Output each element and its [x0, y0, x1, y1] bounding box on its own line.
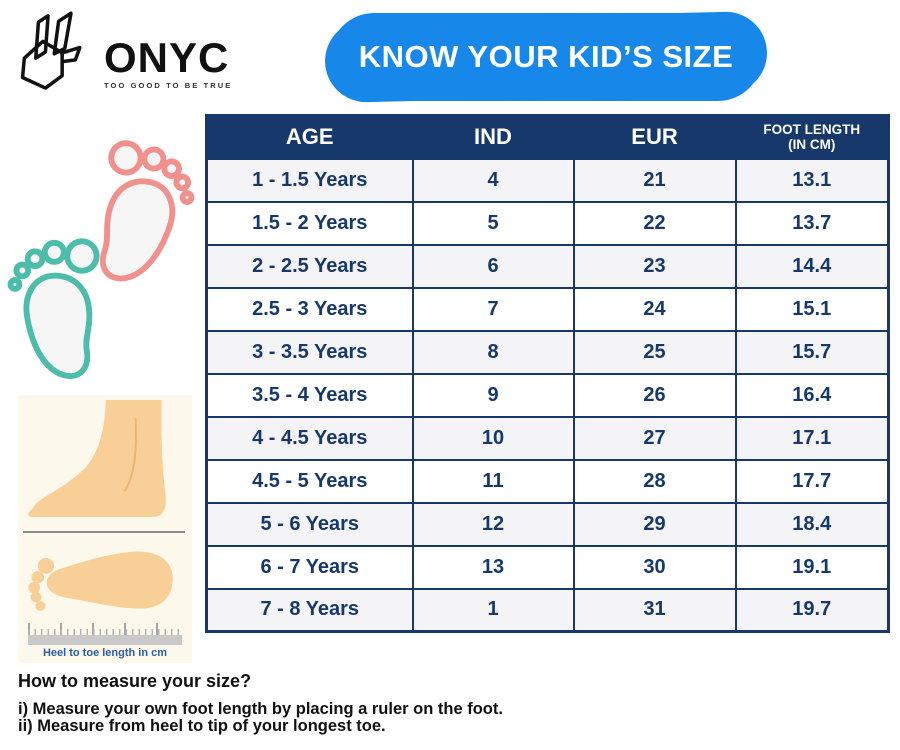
table-row: 7 - 8 Years 1 31 19.7 [205, 587, 890, 633]
cell-ind: 12 [411, 501, 575, 547]
ground-line [23, 531, 185, 533]
cell-age: 3.5 - 4 Years [205, 372, 414, 418]
foot-measure-illustration: Heel to toe length in cm [18, 395, 192, 663]
cell-foot_length_cm: 19.7 [734, 587, 890, 633]
cell-ind: 6 [411, 243, 575, 289]
brand-tagline: TOO GOOD TO BE TRUE [104, 81, 233, 90]
cell-foot_length_cm: 19.1 [734, 544, 890, 590]
table-row: 3.5 - 4 Years 9 26 16.4 [205, 372, 890, 418]
measurement-instructions: How to measure your size? i) Measure you… [18, 671, 503, 735]
brand-name: ONYC [104, 34, 230, 81]
cell-eur: 26 [572, 372, 737, 418]
cell-ind: 5 [411, 200, 575, 246]
size-table: AGE IND EUR FOOT LENGTH (IN CM) 1 - 1.5 … [205, 114, 890, 633]
cell-eur: 27 [572, 415, 737, 461]
cell-foot_length_cm: 17.7 [734, 458, 890, 504]
table-header-row: AGE IND EUR FOOT LENGTH (IN CM) [205, 114, 890, 160]
cell-ind: 9 [411, 372, 575, 418]
col-header-foot-length-line1: FOOT LENGTH [763, 122, 861, 138]
cell-foot_length_cm: 15.1 [734, 286, 890, 332]
cell-eur: 25 [572, 329, 737, 375]
cell-age: 4 - 4.5 Years [205, 415, 414, 461]
page-title: KNOW YOUR KID’S SIZE [358, 39, 734, 74]
cell-ind: 13 [411, 544, 575, 590]
cell-eur: 30 [572, 544, 737, 590]
cell-eur: 22 [572, 200, 737, 246]
cell-ind: 8 [411, 329, 575, 375]
cell-eur: 31 [572, 587, 737, 633]
cell-age: 1.5 - 2 Years [205, 200, 414, 246]
top-view-foot-icon [28, 551, 173, 611]
pink-baby-footprint-icon [99, 140, 195, 282]
cell-ind: 4 [411, 157, 575, 203]
cell-foot_length_cm: 13.7 [734, 200, 890, 246]
cell-ind: 11 [411, 458, 575, 504]
cell-eur: 24 [572, 286, 737, 332]
cell-foot_length_cm: 17.1 [734, 415, 890, 461]
col-header-ind: IND [411, 114, 575, 160]
teal-baby-footprint-icon [7, 238, 100, 379]
size-table-body: 1 - 1.5 Years 4 21 13.1 1.5 - 2 Years 5 22 13.7… [205, 157, 890, 633]
table-row: 3 - 3.5 Years 8 25 15.7 [205, 329, 890, 375]
instruction-step-1: i) Measure your own foot length by placi… [18, 700, 503, 718]
logo-text: ONYC TOO GOOD TO BE TRUE [104, 34, 233, 98]
cell-ind: 7 [411, 286, 575, 332]
cell-eur: 23 [572, 243, 737, 289]
ruler-icon [28, 621, 182, 645]
side-view-foot-icon [28, 400, 166, 518]
table-row: 4 - 4.5 Years 10 27 17.1 [205, 415, 890, 461]
onyc-logo-icon [20, 11, 82, 90]
table-row: 6 - 7 Years 13 30 19.1 [205, 544, 890, 590]
cell-age: 3 - 3.5 Years [205, 329, 414, 375]
cell-foot_length_cm: 15.7 [734, 329, 890, 375]
cell-age: 2.5 - 3 Years [205, 286, 414, 332]
instruction-step-2: ii) Measure from heel to tip of your lon… [18, 717, 386, 735]
table-row: 2.5 - 3 Years 7 24 15.1 [205, 286, 890, 332]
col-header-foot-length-line2: (IN CM) [788, 137, 836, 153]
cell-ind: 10 [411, 415, 575, 461]
ruler-caption: Heel to toe length in cm [42, 647, 168, 659]
cell-ind: 1 [411, 587, 575, 633]
title-banner: KNOW YOUR KID’S SIZE [330, 13, 762, 101]
table-row: 1.5 - 2 Years 5 22 13.7 [205, 200, 890, 246]
cell-age: 5 - 6 Years [205, 501, 414, 547]
cell-eur: 28 [572, 458, 737, 504]
col-header-foot-length: FOOT LENGTH (IN CM) [734, 114, 890, 160]
cell-age: 1 - 1.5 Years [205, 157, 414, 203]
cell-eur: 29 [572, 501, 737, 547]
cell-age: 7 - 8 Years [205, 587, 414, 633]
logo: ONYC TOO GOOD TO BE TRUE [12, 6, 232, 98]
table-row: 2 - 2.5 Years 6 23 14.4 [205, 243, 890, 289]
table-row: 4.5 - 5 Years 11 28 17.7 [205, 458, 890, 504]
cell-eur: 21 [572, 157, 737, 203]
col-header-eur: EUR [572, 114, 737, 160]
cell-foot_length_cm: 14.4 [734, 243, 890, 289]
cell-age: 2 - 2.5 Years [205, 243, 414, 289]
cell-foot_length_cm: 18.4 [734, 501, 890, 547]
cell-foot_length_cm: 13.1 [734, 157, 890, 203]
cell-age: 4.5 - 5 Years [205, 458, 414, 504]
col-header-age: AGE [205, 114, 414, 160]
instructions-heading: How to measure your size? [18, 671, 252, 691]
cell-age: 6 - 7 Years [205, 544, 414, 590]
cell-foot_length_cm: 16.4 [734, 372, 890, 418]
table-row: 5 - 6 Years 12 29 18.4 [205, 501, 890, 547]
table-row: 1 - 1.5 Years 4 21 13.1 [205, 157, 890, 203]
